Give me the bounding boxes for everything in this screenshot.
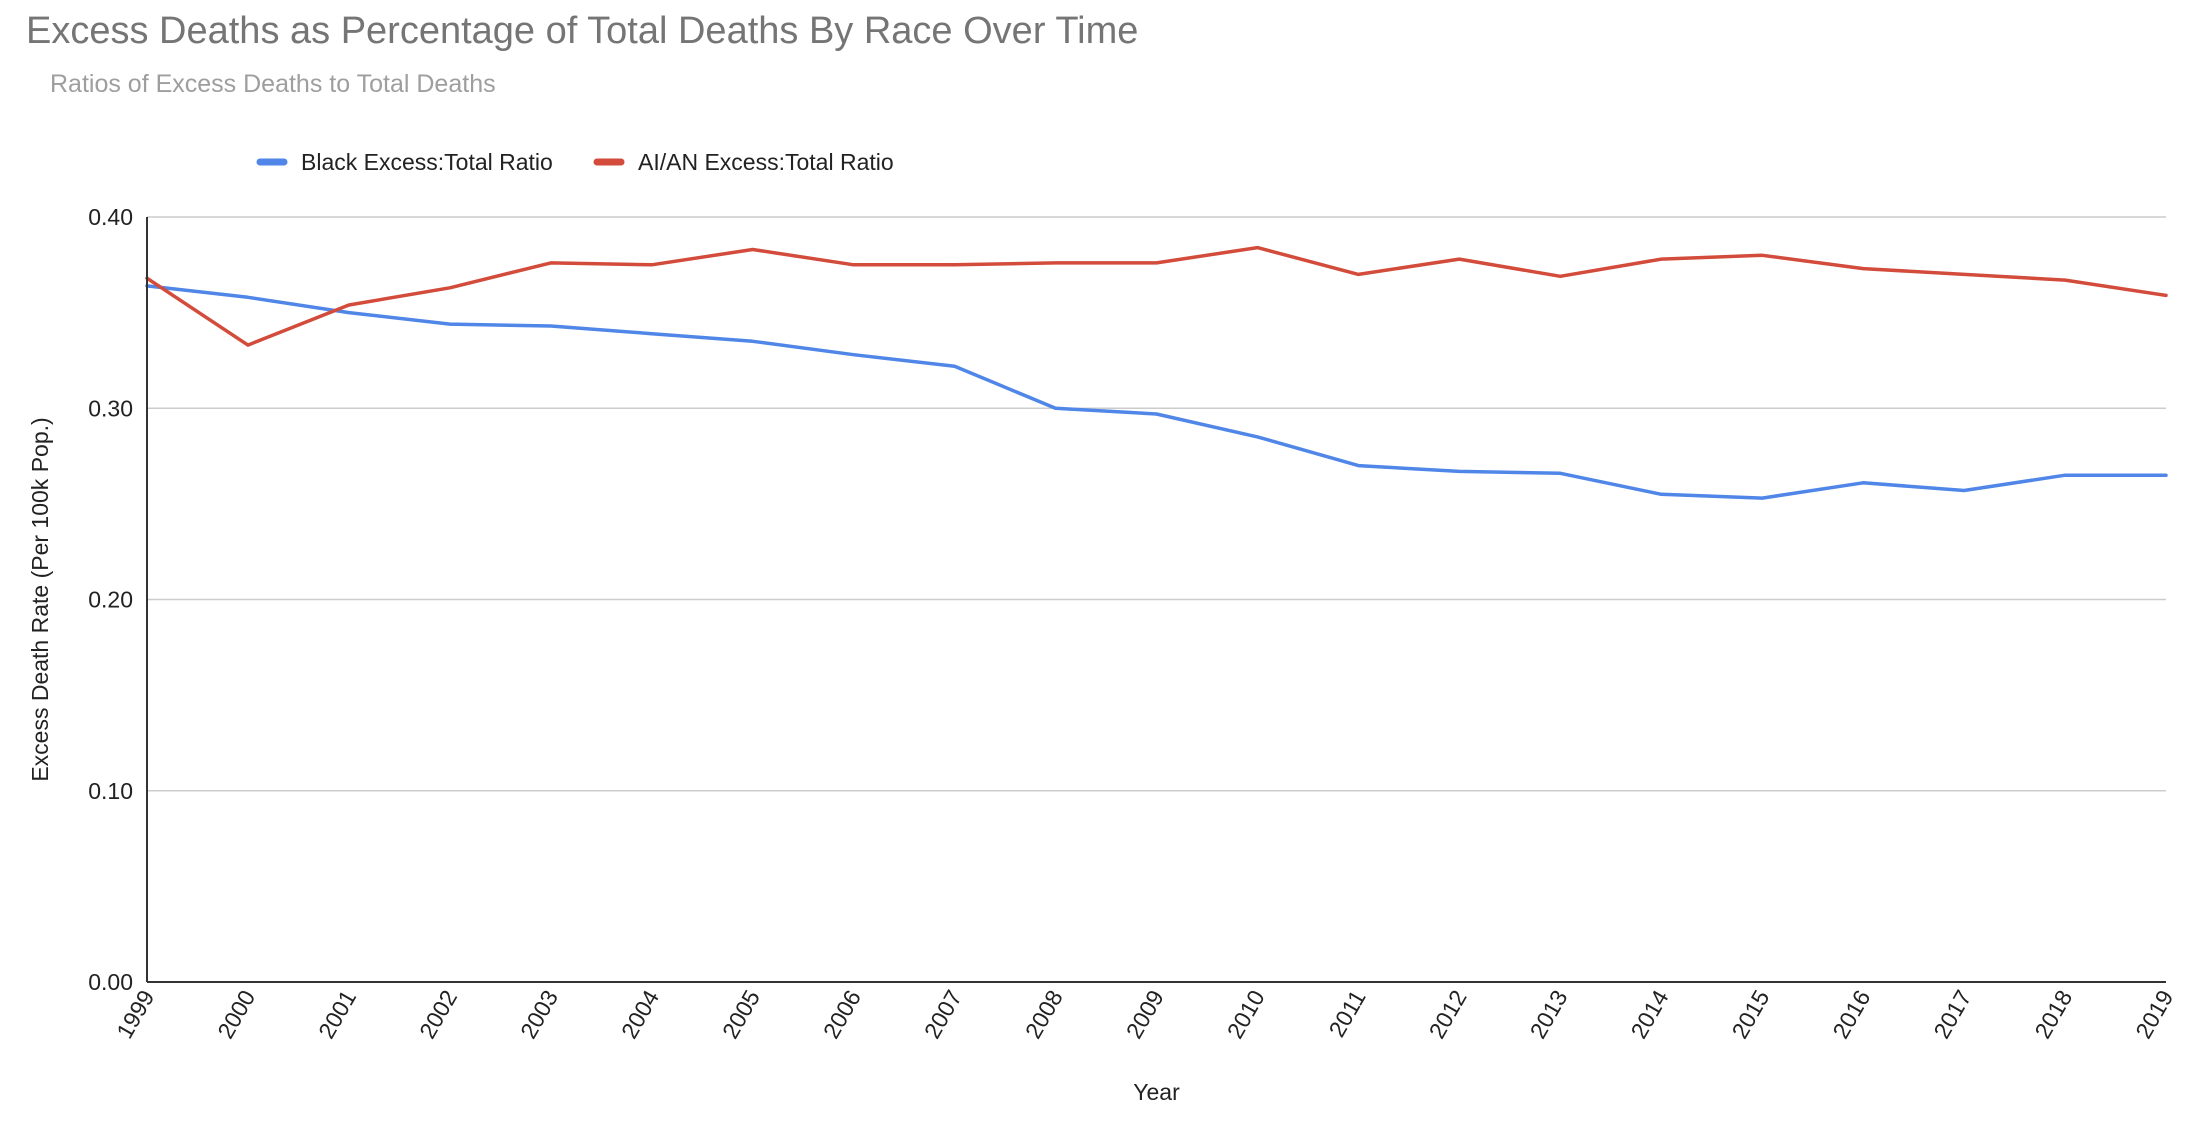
x-tick-label: 2008 [1020, 986, 1068, 1043]
x-tick-label: 2009 [1121, 986, 1169, 1043]
x-tick-label: 2017 [1928, 986, 1976, 1043]
x-tick-label: 2005 [717, 986, 765, 1043]
series-line-1 [145, 284, 2168, 500]
series-lines [145, 245, 2168, 500]
x-axis-ticks: 1999 2000 2001 2002 2003 2004 2005 2006 2007 2008… [111, 985, 2178, 1042]
x-tick-label: 2019 [2130, 986, 2178, 1043]
x-tick-label: 2015 [1726, 986, 1774, 1043]
x-tick-label: 2002 [414, 986, 462, 1043]
x-tick-label: 2018 [2029, 986, 2077, 1043]
x-tick-label: 2011 [1323, 986, 1370, 1042]
y-tick-label: 0.20 [88, 587, 133, 613]
x-tick-label: 2004 [616, 985, 664, 1042]
y-tick-label: 0.40 [88, 204, 133, 230]
x-tick-label: 2006 [818, 986, 866, 1043]
x-axis-label: Year [1133, 1079, 1180, 1105]
chart-title: Excess Deaths as Percentage of Total Dea… [26, 10, 1139, 52]
x-tick-label: 2010 [1222, 986, 1270, 1043]
gridlines [147, 216, 2166, 792]
series-line-2 [145, 245, 2168, 347]
x-tick-label: 2007 [919, 986, 967, 1043]
legend-label: AI/AN Excess:Total Ratio [638, 149, 894, 175]
y-tick-label: 0.10 [88, 778, 133, 804]
chart-subtitle: Ratios of Excess Deaths to Total Deaths [50, 70, 496, 98]
y-axis-ticks: 0.00 0.10 0.20 0.30 0.40 [88, 204, 133, 995]
legend: Black Excess:Total Ratio AI/AN Excess:Tot… [256, 149, 894, 175]
x-tick-label: 2014 [1625, 985, 1673, 1042]
x-tick-label: 2013 [1525, 986, 1573, 1043]
x-tick-label: 2012 [1424, 986, 1472, 1043]
y-tick-label: 0.00 [88, 969, 133, 995]
x-tick-label: 2000 [212, 986, 260, 1043]
legend-label: Black Excess:Total Ratio [301, 149, 553, 175]
x-tick-label: 2003 [515, 986, 563, 1043]
x-tick-label: 2016 [1827, 986, 1875, 1043]
x-tick-label: 2001 [313, 986, 361, 1043]
y-axis-label: Excess Death Rate (Per 100k Pop.) [27, 417, 53, 781]
y-tick-label: 0.30 [88, 395, 133, 421]
